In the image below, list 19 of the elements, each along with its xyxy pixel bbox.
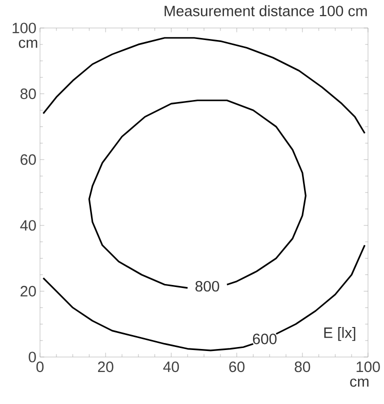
y-tick-label: 20 — [20, 286, 36, 296]
x-tick-label: 0 — [36, 362, 44, 372]
line-series — [42, 37, 366, 134]
y-tick-label: 80 — [20, 88, 36, 100]
x-tick-label: 60 — [229, 362, 245, 372]
x-axis-title: cm — [350, 378, 368, 387]
y-axis-title: cm — [18, 40, 38, 48]
series-label: 600 — [252, 334, 277, 344]
x-tick-label: 80 — [294, 362, 310, 372]
annotation: E [lx] — [324, 327, 356, 341]
x-tick-label: 100 — [356, 362, 380, 372]
y-tick-label: 0 — [28, 352, 36, 362]
chart-title: Measurement distance 100 cm — [164, 5, 367, 16]
y-tick-label: 100 — [12, 22, 36, 34]
y-tick-label: 40 — [20, 220, 36, 231]
y-tick-label: 60 — [20, 154, 36, 165]
series-label: 800 — [195, 280, 220, 292]
x-tick-label: 20 — [98, 362, 114, 372]
x-tick-label: 40 — [163, 362, 179, 372]
